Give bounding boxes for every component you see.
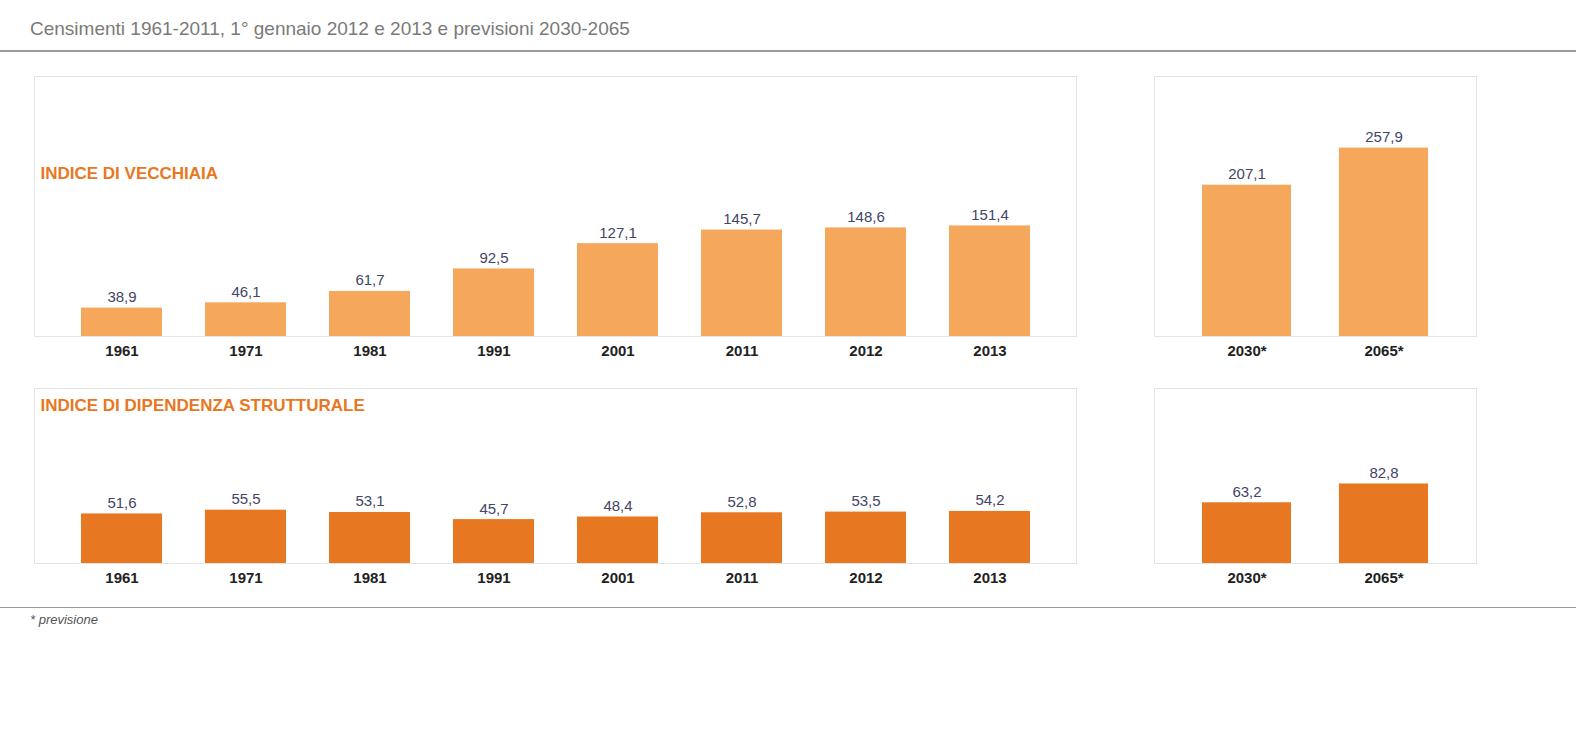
svg-text:1991: 1991 [477,342,510,359]
svg-text:2011: 2011 [726,569,759,586]
svg-text:53,1: 53,1 [355,492,384,509]
svg-text:1961: 1961 [105,342,138,359]
html-text:Censimenti 1961-2011, 1° genna: Censimenti 1961-2011, 1° gennaio 2012 e … [30,18,630,39]
svg-text:INDICE DI VECCHIAIA: INDICE DI VECCHIAIA [41,164,219,183]
svg-text:151,4: 151,4 [971,206,1009,223]
html-text:* previsione: * previsione [30,612,98,627]
svg-text:92,5: 92,5 [479,249,508,266]
svg-text:1961: 1961 [105,569,138,586]
svg-text:2030*: 2030* [1227,342,1266,359]
svg-text:2001: 2001 [601,342,634,359]
svg-text:45,7: 45,7 [479,500,508,517]
svg-text:2012: 2012 [849,569,882,586]
svg-text:1971: 1971 [229,569,262,586]
svg-text:145,7: 145,7 [723,210,761,227]
svg-text:46,1: 46,1 [231,283,260,300]
svg-text:63,2: 63,2 [1232,483,1261,500]
svg-text:127,1: 127,1 [599,224,637,241]
svg-text:38,9: 38,9 [107,288,136,305]
svg-text:1991: 1991 [477,569,510,586]
svg-text:1981: 1981 [353,342,386,359]
svg-text:1981: 1981 [353,569,386,586]
svg-text:2001: 2001 [601,569,634,586]
svg-text:2011: 2011 [726,342,759,359]
svg-text:2013: 2013 [973,569,1006,586]
svg-text:2065*: 2065* [1364,569,1403,586]
svg-text:53,5: 53,5 [851,492,880,509]
svg-text:1971: 1971 [229,342,262,359]
svg-text:55,5: 55,5 [231,490,260,507]
svg-text:51,6: 51,6 [107,494,136,511]
svg-text:2065*: 2065* [1364,342,1403,359]
svg-text:257,9: 257,9 [1365,128,1403,145]
svg-text:82,8: 82,8 [1369,464,1398,481]
svg-text:61,7: 61,7 [355,271,384,288]
svg-text:148,6: 148,6 [847,208,885,225]
svg-text:52,8: 52,8 [727,493,756,510]
svg-text:2030*: 2030* [1227,569,1266,586]
svg-text:54,2: 54,2 [975,491,1004,508]
svg-text:2012: 2012 [849,342,882,359]
svg-text:48,4: 48,4 [603,497,632,514]
svg-text:2013: 2013 [973,342,1006,359]
svg-text:INDICE DI DIPENDENZA STRUTTURA: INDICE DI DIPENDENZA STRUTTURALE [41,396,365,415]
svg-text:207,1: 207,1 [1228,165,1266,182]
